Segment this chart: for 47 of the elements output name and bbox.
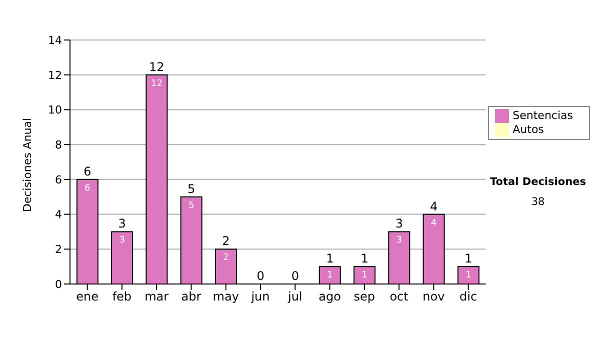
data-label: 3 <box>119 236 125 246</box>
data-label: 1 <box>466 270 472 281</box>
y-axis-title: Decisiones Anual <box>20 118 34 212</box>
x-tick-label: feb <box>112 290 132 304</box>
total-label: 0 <box>256 269 264 283</box>
x-tick-label: may <box>212 290 239 304</box>
total-label: 1 <box>360 252 368 266</box>
data-label: 2 <box>223 253 229 264</box>
total-label: 1 <box>464 252 472 266</box>
x-tick-label: mar <box>144 290 169 304</box>
total-label: 0 <box>291 269 300 283</box>
x-tick-label: abr <box>181 290 202 304</box>
x-tick-label: ene <box>76 290 99 304</box>
y-tick-label: 6 <box>55 173 62 186</box>
legend-label: Autos <box>512 123 544 136</box>
x-tick-label: oct <box>390 290 409 304</box>
data-label: 1 <box>327 270 333 281</box>
data-label: 12 <box>150 78 162 89</box>
total-label: 12 <box>149 60 164 74</box>
total-label: 5 <box>188 182 196 196</box>
y-tick-label: 0 <box>55 278 62 291</box>
data-label: 1 <box>362 270 368 281</box>
y-tick-label: 4 <box>55 208 62 222</box>
x-tick-label: jul <box>287 290 302 304</box>
total-label: 1 <box>326 252 334 266</box>
text: 38 <box>530 196 546 208</box>
x-tick-label: dic <box>460 290 478 304</box>
x-tick-label: sep <box>354 290 376 304</box>
y-tick-label: 8 <box>55 138 62 152</box>
y-tick-label: 12 <box>48 68 62 82</box>
data-label: 3 <box>396 236 402 246</box>
text: Total Decisiones <box>489 176 587 188</box>
data-label: 4 <box>430 218 437 228</box>
x-tick-label: ago <box>318 290 341 304</box>
total-label: 4 <box>430 199 438 214</box>
x-tick-label: jun <box>250 290 270 304</box>
data-label: 6 <box>84 183 91 194</box>
total-label: 3 <box>395 216 403 231</box>
y-tick-label: 10 <box>48 104 62 117</box>
total-label: 6 <box>84 164 92 178</box>
x-tick-label: nov <box>422 290 445 304</box>
total-label: 3 <box>118 216 126 231</box>
y-tick-label: 14 <box>48 34 62 47</box>
y-tick-label: 2 <box>55 243 62 256</box>
legend-label: Sentencias <box>512 109 573 122</box>
data-label: 5 <box>188 200 194 211</box>
total-label: 2 <box>222 234 230 248</box>
